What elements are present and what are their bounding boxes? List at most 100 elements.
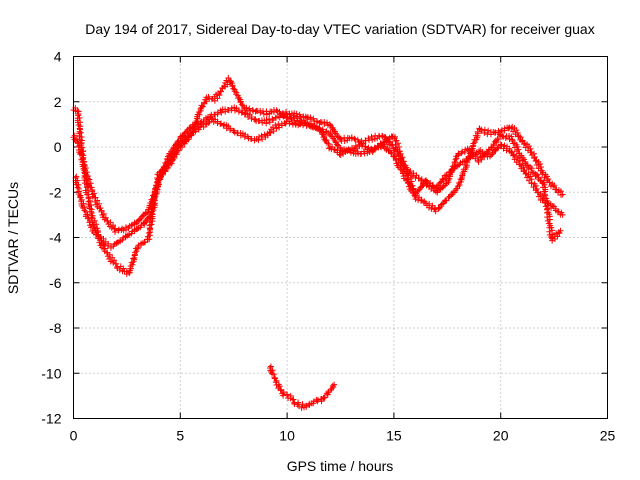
data-point bbox=[90, 190, 97, 197]
data-point bbox=[514, 143, 521, 150]
data-point bbox=[522, 158, 529, 165]
data-point bbox=[533, 162, 540, 169]
data-point bbox=[452, 156, 459, 163]
data-point bbox=[428, 205, 435, 212]
data-point bbox=[310, 115, 317, 122]
data-point bbox=[74, 184, 81, 191]
data-point bbox=[304, 120, 311, 127]
data-point bbox=[174, 148, 181, 155]
data-point bbox=[542, 199, 549, 206]
data-point bbox=[515, 146, 522, 153]
data-point bbox=[276, 108, 283, 115]
data-point bbox=[175, 147, 182, 154]
data-point bbox=[523, 162, 530, 169]
data-point bbox=[528, 180, 535, 187]
data-point bbox=[243, 104, 250, 111]
y-axis-label: SDTVAR / TECUs bbox=[5, 182, 21, 294]
data-point bbox=[334, 133, 341, 140]
y-tick-label: -2 bbox=[49, 184, 62, 200]
data-point bbox=[157, 174, 164, 181]
data-point bbox=[128, 222, 135, 229]
data-point bbox=[443, 180, 450, 187]
data-point bbox=[233, 91, 240, 98]
y-tick-label: 4 bbox=[54, 49, 62, 65]
data-point bbox=[533, 185, 540, 192]
data-point bbox=[513, 127, 520, 134]
data-point bbox=[301, 119, 308, 126]
data-point bbox=[521, 167, 528, 174]
data-point bbox=[291, 117, 298, 124]
data-point bbox=[536, 161, 543, 168]
data-point bbox=[269, 115, 276, 122]
data-point bbox=[429, 202, 436, 209]
data-point bbox=[481, 126, 488, 133]
data-point bbox=[146, 213, 153, 220]
data-point bbox=[548, 224, 555, 231]
data-point bbox=[428, 186, 435, 193]
data-point bbox=[525, 165, 532, 172]
data-point bbox=[485, 127, 492, 134]
series-track-a bbox=[70, 104, 566, 236]
data-point bbox=[74, 119, 81, 126]
data-point bbox=[273, 107, 280, 114]
data-point bbox=[360, 148, 367, 155]
data-point bbox=[559, 191, 566, 198]
data-point bbox=[388, 142, 395, 149]
data-point bbox=[74, 108, 81, 115]
data-point bbox=[255, 118, 262, 125]
data-point bbox=[119, 236, 126, 243]
data-point bbox=[113, 239, 120, 246]
data-point bbox=[509, 136, 516, 143]
data-point bbox=[152, 188, 159, 195]
y-tick-label: -10 bbox=[41, 365, 61, 381]
plot-frame bbox=[73, 56, 608, 419]
data-point bbox=[199, 103, 206, 110]
data-point bbox=[371, 146, 378, 153]
x-tick-label: 20 bbox=[493, 428, 509, 444]
x-tick-label: 10 bbox=[279, 428, 295, 444]
data-point bbox=[330, 135, 337, 142]
data-point bbox=[527, 173, 534, 180]
data-point bbox=[76, 133, 83, 140]
data-point bbox=[557, 227, 564, 234]
data-point bbox=[449, 191, 456, 198]
data-point bbox=[303, 403, 310, 410]
data-point bbox=[552, 186, 559, 193]
data-point bbox=[163, 165, 170, 172]
data-point bbox=[244, 133, 251, 140]
data-point bbox=[227, 125, 234, 132]
data-point bbox=[391, 153, 398, 160]
x-tick-label: 25 bbox=[600, 428, 616, 444]
data-point bbox=[190, 129, 197, 136]
data-point bbox=[231, 88, 238, 95]
data-point bbox=[334, 147, 341, 154]
data-point bbox=[318, 129, 325, 136]
data-point bbox=[246, 105, 253, 112]
data-point bbox=[461, 148, 468, 155]
data-point bbox=[218, 109, 225, 116]
data-point bbox=[459, 169, 466, 176]
data-point bbox=[94, 227, 101, 234]
data-point bbox=[456, 180, 463, 187]
data-point bbox=[559, 211, 566, 218]
data-point bbox=[537, 177, 544, 184]
data-point bbox=[217, 120, 224, 127]
y-tick-label: 2 bbox=[54, 94, 62, 110]
data-point bbox=[282, 108, 289, 115]
data-point bbox=[447, 169, 454, 176]
data-point bbox=[214, 95, 221, 102]
data-point bbox=[369, 136, 376, 143]
data-point bbox=[220, 122, 227, 129]
data-point bbox=[179, 144, 186, 151]
data-point bbox=[464, 159, 471, 166]
data-point bbox=[457, 176, 464, 183]
data-point bbox=[535, 193, 542, 200]
data-point bbox=[415, 187, 422, 194]
data-point bbox=[128, 230, 135, 237]
data-point bbox=[380, 138, 387, 145]
data-point bbox=[546, 179, 553, 186]
data-point bbox=[528, 165, 535, 172]
series-track-b bbox=[72, 115, 566, 278]
data-point bbox=[332, 138, 339, 145]
